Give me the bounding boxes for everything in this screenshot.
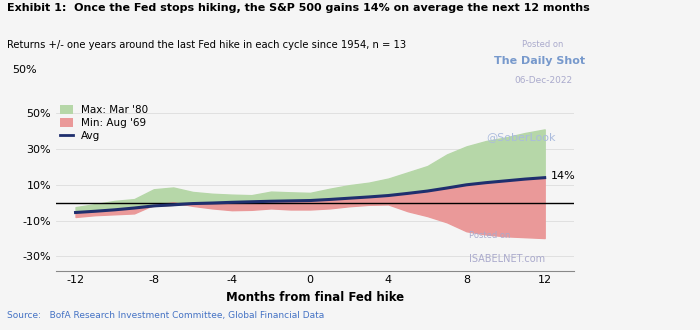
- Text: Posted on: Posted on: [522, 40, 563, 49]
- Text: Posted on: Posted on: [469, 231, 510, 240]
- Text: 14%: 14%: [550, 171, 575, 181]
- Text: Returns +/- one years around the last Fed hike in each cycle since 1954, n = 13: Returns +/- one years around the last Fe…: [7, 40, 406, 50]
- Legend: Max: Mar '80, Min: Aug '69, Avg: Max: Mar '80, Min: Aug '69, Avg: [56, 101, 153, 145]
- Text: ISABELNET.com: ISABELNET.com: [469, 254, 545, 264]
- Text: Source:   BofA Research Investment Committee, Global Financial Data: Source: BofA Research Investment Committ…: [7, 311, 324, 320]
- Text: @SoberLook: @SoberLook: [486, 132, 556, 142]
- X-axis label: Months from final Fed hike: Months from final Fed hike: [226, 291, 404, 304]
- Text: The Daily Shot: The Daily Shot: [494, 56, 584, 66]
- Text: 50%: 50%: [12, 65, 36, 75]
- Text: Exhibit 1:  Once the Fed stops hiking, the S&P 500 gains 14% on average the next: Exhibit 1: Once the Fed stops hiking, th…: [7, 3, 589, 13]
- Text: 06-Dec-2022: 06-Dec-2022: [514, 76, 573, 85]
